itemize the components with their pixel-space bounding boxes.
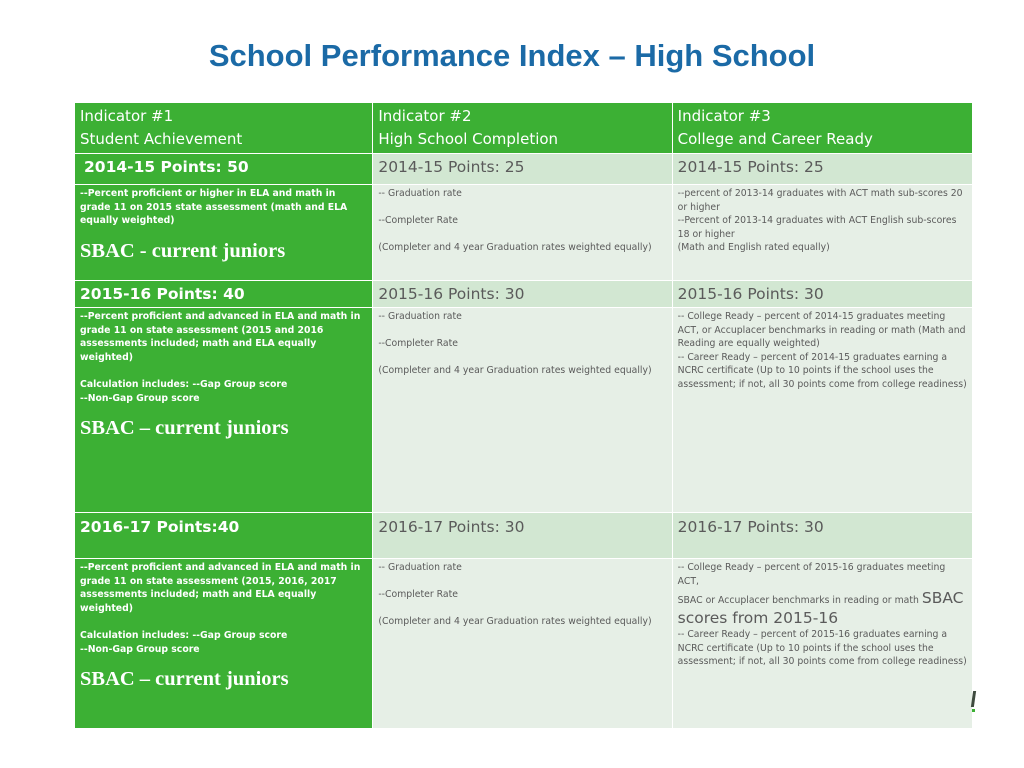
graduation-rate-text: -- Graduation rate	[378, 311, 462, 322]
career-ready-text: -- Career Ready – percent of 2014-15 gra…	[677, 351, 967, 390]
sbac-note: SBAC – current juniors	[80, 668, 289, 691]
achievement-measure-text: --Percent proficient or higher in ELA an…	[80, 188, 348, 227]
performance-index-table: Indicator #1 Student Achievement Indicat…	[73, 102, 974, 729]
graduation-rate-text: -- Graduation rate	[378, 188, 462, 199]
weighting-note: (Completer and 4 year Graduation rates w…	[378, 242, 652, 254]
indicator-1-header: Indicator #1 Student Achievement	[73, 102, 374, 154]
weighting-note: (Completer and 4 year Graduation rates w…	[378, 616, 652, 628]
achievement-description-2016-17: --Percent proficient and advanced in ELA…	[73, 558, 374, 729]
completion-points-2014-15: 2014-15 Points: 25	[372, 153, 673, 185]
description-row-2016-17: --Percent proficient and advanced in ELA…	[73, 558, 974, 729]
achievement-measure-text: --Percent proficient and advanced in ELA…	[80, 562, 361, 614]
indicator-3-number: Indicator #3	[677, 107, 771, 125]
logo-fragment	[970, 691, 977, 713]
rating-note: (Math and English rated equally)	[677, 242, 830, 254]
ccr-points-2015-16: 2015-16 Points: 30	[671, 280, 974, 308]
calculation-text: Calculation includes: --Gap Group score	[80, 629, 288, 641]
indicator-2-title: High School Completion	[378, 130, 559, 148]
completer-rate-text: --Completer Rate	[378, 215, 458, 227]
table-header-row: Indicator #1 Student Achievement Indicat…	[73, 102, 974, 154]
calculation-text: Calculation includes: --Gap Group score	[80, 378, 288, 390]
indicator-1-title: Student Achievement	[80, 130, 243, 148]
benchmark-text: SBAC or Accuplacer benchmarks in reading…	[677, 595, 919, 607]
non-gap-text: --Non-Gap Group score	[80, 643, 200, 655]
weighting-note: (Completer and 4 year Graduation rates w…	[378, 365, 652, 377]
indicator-3-header: Indicator #3 College and Career Ready	[671, 102, 974, 154]
act-math-text: --percent of 2013-14 graduates with ACT …	[677, 188, 963, 213]
achievement-points-2016-17: 2016-17 Points:40	[73, 512, 374, 559]
completion-points-2015-16: 2015-16 Points: 30	[372, 280, 673, 308]
completion-points-2016-17: 2016-17 Points: 30	[372, 512, 673, 559]
achievement-measure-text: --Percent proficient and advanced in ELA…	[80, 311, 361, 363]
graduation-rate-text: -- Graduation rate	[378, 562, 462, 573]
indicator-2-header: Indicator #2 High School Completion	[372, 102, 673, 154]
description-row-2015-16: --Percent proficient and advanced in ELA…	[73, 307, 974, 513]
completer-rate-text: --Completer Rate	[378, 338, 458, 350]
page-title: School Performance Index – High School	[208, 38, 816, 73]
completion-description-2016-17: -- Graduation rate --Completer Rate (Com…	[372, 558, 673, 729]
description-row-2014-15: --Percent proficient or higher in ELA an…	[73, 184, 974, 281]
sbac-scores-text: SBAC scores from 2015-16	[677, 589, 964, 628]
indicator-2-number: Indicator #2	[378, 107, 472, 125]
ccr-points-2016-17: 2016-17 Points: 30	[671, 512, 974, 559]
career-ready-text: -- Career Ready – percent of 2015-16 gra…	[677, 629, 967, 668]
college-ready-text: -- College Ready – percent of 2015-16 gr…	[677, 562, 946, 587]
sbac-note: SBAC - current juniors	[80, 239, 286, 262]
ccr-description-2016-17: -- College Ready – percent of 2015-16 gr…	[671, 558, 974, 729]
college-ready-text: -- College Ready – percent of 2014-15 gr…	[677, 311, 966, 350]
points-row-2014-15: 2014-15 Points: 50 2014-15 Points: 25 20…	[73, 153, 974, 185]
completer-rate-text: --Completer Rate	[378, 589, 458, 601]
completion-description-2014-15: -- Graduation rate --Completer Rate (Com…	[372, 184, 673, 281]
act-english-text: --Percent of 2013-14 graduates with ACT …	[677, 215, 957, 240]
ccr-description-2015-16: -- College Ready – percent of 2014-15 gr…	[671, 307, 974, 513]
indicator-3-title: College and Career Ready	[677, 130, 873, 148]
achievement-description-2015-16: --Percent proficient and advanced in ELA…	[73, 307, 374, 513]
ccr-description-2014-15: --percent of 2013-14 graduates with ACT …	[671, 184, 974, 281]
points-row-2016-17: 2016-17 Points:40 2016-17 Points: 30 201…	[73, 512, 974, 559]
non-gap-text: --Non-Gap Group score	[80, 392, 200, 404]
completion-description-2015-16: -- Graduation rate --Completer Rate (Com…	[372, 307, 673, 513]
achievement-description-2014-15: --Percent proficient or higher in ELA an…	[73, 184, 374, 281]
achievement-points-2014-15: 2014-15 Points: 50	[73, 153, 374, 185]
college-ready-benchmarks: SBAC or Accuplacer benchmarks in reading…	[678, 588, 967, 628]
sbac-note: SBAC – current juniors	[80, 417, 289, 440]
points-row-2015-16: 2015-16 Points: 40 2015-16 Points: 30 20…	[73, 280, 974, 308]
ccr-points-2014-15: 2014-15 Points: 25	[671, 153, 974, 185]
achievement-points-2015-16: 2015-16 Points: 40	[73, 280, 374, 308]
indicator-1-number: Indicator #1	[80, 107, 174, 125]
